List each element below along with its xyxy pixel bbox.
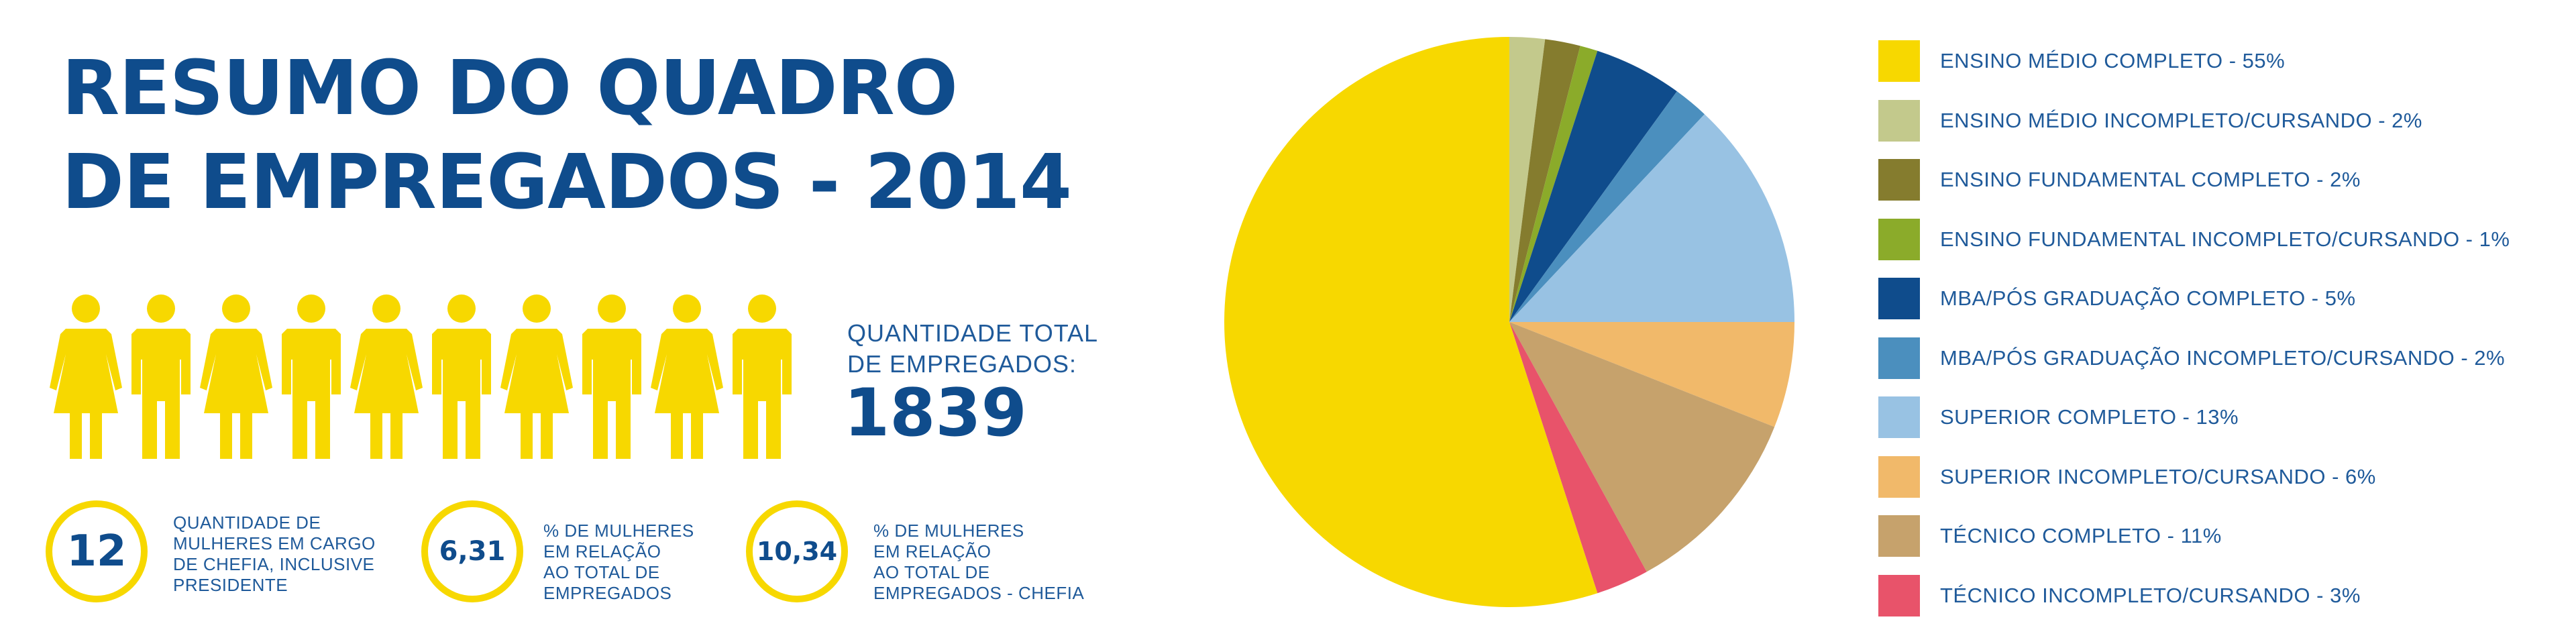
- stat-line: AO TOTAL DE: [873, 562, 990, 582]
- legend-label: MBA/PÓS GRADUAÇÃO COMPLETO - 5%: [1940, 286, 2356, 310]
- pie-slice: [1509, 37, 1546, 322]
- total-employees-value: 1839: [844, 375, 1027, 451]
- stat-circle: 12: [46, 500, 148, 602]
- pie-chart-svg: [1224, 37, 1794, 608]
- pie-slice: [1509, 322, 1775, 572]
- legend-swatch: [1878, 99, 1920, 142]
- legend-label: SUPERIOR COMPLETO - 13%: [1940, 405, 2239, 429]
- stat-line: EM RELAÇÃO: [873, 541, 991, 561]
- pie-slice: [1509, 46, 1598, 322]
- people-icons-svg: [50, 294, 792, 459]
- legend-swatch: [1878, 278, 1920, 319]
- stat-line: MULHERES EM CARGO: [173, 533, 376, 553]
- stat-line: EM RELAÇÃO: [543, 541, 661, 561]
- legend-swatch: [1878, 337, 1920, 379]
- legend-item: ENSINO FUNDAMENTAL INCOMPLETO/CURSANDO -…: [1878, 218, 2510, 260]
- woman-icon: [500, 294, 573, 459]
- legend-label: TÉCNICO INCOMPLETO/CURSANDO - 3%: [1940, 583, 2361, 607]
- stat-line: QUANTIDADE DE: [173, 513, 321, 533]
- legend-swatch: [1878, 455, 1920, 498]
- pie-slice: [1509, 39, 1580, 322]
- woman-icon: [651, 294, 723, 459]
- total-label-line-1: QUANTIDADE TOTAL: [847, 319, 1099, 347]
- legend-swatch: [1878, 515, 1920, 557]
- woman-icon: [200, 294, 272, 459]
- legend-item: ENSINO FUNDAMENTAL COMPLETO - 2%: [1878, 159, 2361, 201]
- pie-chart: [1214, 27, 1805, 617]
- man-icon: [282, 294, 341, 459]
- legend-swatch: [1878, 396, 1920, 438]
- legend-item: SUPERIOR INCOMPLETO/CURSANDO - 6%: [1878, 455, 2376, 498]
- title-line-1: RESUMO DO QUADRO: [62, 45, 958, 132]
- woman-icon: [350, 294, 423, 459]
- stat-description: % DE MULHERES EM RELAÇÃO AO TOTAL DE EMP…: [543, 521, 694, 604]
- legend-label: SUPERIOR INCOMPLETO/CURSANDO - 6%: [1940, 464, 2376, 488]
- stat-line: PRESIDENTE: [173, 575, 288, 595]
- stat-line: % DE MULHERES: [873, 521, 1024, 541]
- legend-item: TÉCNICO INCOMPLETO/CURSANDO - 3%: [1878, 574, 2361, 616]
- man-icon: [432, 294, 491, 459]
- legend-item: ENSINO MÉDIO INCOMPLETO/CURSANDO - 2%: [1878, 99, 2422, 142]
- man-icon: [582, 294, 641, 459]
- legend-label: TÉCNICO COMPLETO - 11%: [1940, 524, 2222, 547]
- legend-swatch: [1878, 159, 1920, 201]
- stat-line: % DE MULHERES: [543, 521, 694, 541]
- stat-circle: 10,34: [746, 500, 848, 602]
- legend-label: ENSINO FUNDAMENTAL INCOMPLETO/CURSANDO -…: [1940, 227, 2510, 251]
- legend-label: ENSINO MÉDIO INCOMPLETO/CURSANDO - 2%: [1940, 108, 2422, 132]
- legend-item: MBA/PÓS GRADUAÇÃO COMPLETO - 5%: [1878, 278, 2356, 319]
- man-icon: [131, 294, 191, 459]
- total-employees-label: QUANTIDADE TOTAL DE EMPREGADOS:: [847, 318, 1098, 380]
- pie-slice: [1509, 50, 1677, 323]
- page-title: RESUMO DO QUADRO DE EMPREGADOS - 2014: [62, 42, 1072, 229]
- stat-circle: 6,31: [421, 500, 523, 602]
- legend-label: ENSINO MÉDIO COMPLETO - 55%: [1940, 49, 2286, 72]
- man-icon: [733, 294, 792, 459]
- pie-slice: [1224, 37, 1598, 608]
- stat-description: % DE MULHERES EM RELAÇÃO AO TOTAL DE EMP…: [873, 521, 1084, 604]
- total-label-line-2: DE EMPREGADOS:: [847, 350, 1077, 378]
- stat-line: DE CHEFIA, INCLUSIVE: [173, 554, 375, 574]
- pie-slice: [1509, 114, 1794, 322]
- legend-item: SUPERIOR COMPLETO - 13%: [1878, 396, 2239, 438]
- woman-icon: [50, 294, 122, 459]
- legend-item: MBA/PÓS GRADUAÇÃO INCOMPLETO/CURSANDO - …: [1878, 337, 2505, 379]
- stat-description: QUANTIDADE DE MULHERES EM CARGO DE CHEFI…: [173, 513, 376, 596]
- legend-item: ENSINO MÉDIO COMPLETO - 55%: [1878, 40, 2285, 82]
- legend-swatch: [1878, 218, 1920, 260]
- pie-slice: [1509, 322, 1794, 427]
- legend-swatch: [1878, 574, 1920, 616]
- pie-slice: [1509, 91, 1705, 322]
- stat-line: EMPREGADOS - CHEFIA: [873, 583, 1085, 603]
- stat-line: AO TOTAL DE: [543, 562, 660, 582]
- legend-label: MBA/PÓS GRADUAÇÃO INCOMPLETO/CURSANDO - …: [1940, 345, 2506, 370]
- legend-item: TÉCNICO COMPLETO - 11%: [1878, 515, 2222, 557]
- pie-slice: [1509, 322, 1647, 594]
- title-line-2: DE EMPREGADOS - 2014: [62, 139, 1072, 226]
- people-icons: [48, 294, 800, 462]
- legend-label: ENSINO FUNDAMENTAL COMPLETO - 2%: [1940, 168, 2361, 191]
- stat-line: EMPREGADOS: [543, 583, 672, 603]
- legend-swatch: [1878, 40, 1920, 82]
